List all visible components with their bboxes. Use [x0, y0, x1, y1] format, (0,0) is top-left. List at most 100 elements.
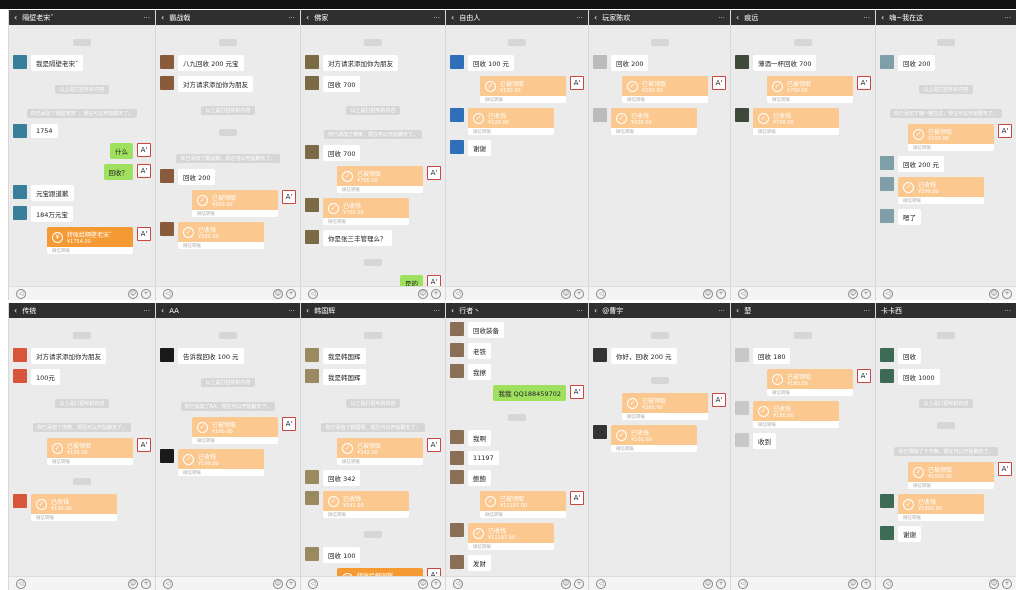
self-avatar[interactable]: A' [857, 76, 871, 90]
message-bubble[interactable]: 回收 100 [323, 547, 361, 563]
contact-avatar[interactable] [880, 209, 894, 223]
contact-avatar[interactable] [593, 55, 607, 69]
voice-icon[interactable]: ◁ [16, 578, 26, 589]
message-bubble[interactable]: 老铁 [468, 343, 491, 359]
contact-avatar[interactable] [160, 76, 174, 90]
message-list[interactable]: 八九回收 200 元宝 对方请求添加你为朋友 以上是打招呼的内容 你已添加了霸战戟，现… [156, 25, 300, 286]
back-icon[interactable]: ‹ [14, 13, 18, 22]
transfer-card[interactable]: ✓ 已被领取 ¥200.00 微信转账 [622, 393, 708, 420]
plus-icon[interactable]: + [286, 578, 296, 589]
transfer-card[interactable]: ✓ 已被领取 ¥200.00 微信转账 [192, 190, 278, 217]
transfer-card[interactable]: ✓ 已收钱 ¥1000.00 微信转账 [898, 494, 984, 521]
message-bubble[interactable]: 你是张三丰管理么？ [323, 230, 392, 246]
emoji-icon[interactable]: ☺ [128, 288, 138, 299]
more-icon[interactable]: ··· [143, 306, 150, 315]
contact-avatar[interactable] [450, 430, 464, 444]
contact-avatar[interactable] [593, 348, 607, 362]
message-bubble[interactable]: 回收 100 元 [468, 55, 515, 71]
more-icon[interactable]: ··· [288, 306, 295, 315]
transfer-card[interactable]: ✓ 已被领取 ¥1000.00 微信转账 [908, 462, 994, 489]
self-avatar[interactable]: A' [570, 76, 584, 90]
plus-icon[interactable]: + [861, 578, 871, 589]
contact-avatar[interactable] [593, 425, 607, 439]
back-icon[interactable]: ‹ [14, 306, 18, 315]
emoji-icon[interactable]: ☺ [989, 578, 999, 589]
voice-icon[interactable]: ◁ [596, 578, 606, 589]
contact-avatar[interactable] [450, 364, 464, 378]
message-bubble[interactable]: 回收 1000 [898, 369, 940, 385]
contact-avatar[interactable] [880, 177, 894, 191]
emoji-icon[interactable]: ☺ [703, 578, 713, 589]
self-avatar[interactable]: A' [137, 438, 151, 452]
contact-avatar[interactable] [13, 494, 27, 508]
contact-avatar[interactable] [305, 547, 319, 561]
voice-icon[interactable]: ◁ [163, 578, 173, 589]
message-bubble[interactable]: 八九回收 200 元宝 [178, 55, 244, 71]
message-bubble[interactable]: 告诉我回收 100 元 [178, 348, 244, 364]
back-icon[interactable]: ‹ [451, 13, 455, 22]
more-icon[interactable]: ··· [718, 306, 725, 315]
transfer-card[interactable]: ✓ 已被领取 ¥200.00 微信转账 [622, 76, 708, 103]
more-icon[interactable]: ··· [576, 13, 583, 22]
back-icon[interactable]: ‹ [881, 13, 885, 22]
emoji-icon[interactable]: ☺ [273, 578, 283, 589]
self-avatar[interactable]: A' [137, 227, 151, 241]
plus-icon[interactable]: + [716, 288, 726, 299]
message-list[interactable]: 回收装备 老铁 我擦 我我 QQ188459702 A' 我啊 11197 鲍鲍 ✓ 已被领取 ¥1… [446, 318, 588, 576]
message-bubble[interactable]: 发财 [468, 555, 491, 571]
self-avatar[interactable]: A' [137, 164, 151, 178]
plus-icon[interactable]: + [1002, 578, 1012, 589]
message-bubble[interactable]: 元宝跟道歉 [31, 185, 74, 201]
voice-icon[interactable]: ◁ [308, 578, 318, 589]
message-bubble[interactable]: 我啊 [468, 430, 491, 446]
message-bubble[interactable]: 回收 200 [898, 55, 936, 71]
voice-icon[interactable]: ◁ [308, 288, 318, 299]
message-bubble[interactable]: 谢谢 [468, 140, 491, 156]
back-icon[interactable]: ‹ [451, 306, 455, 315]
contact-avatar[interactable] [13, 55, 27, 69]
emoji-icon[interactable]: ☺ [273, 288, 283, 299]
message-list[interactable]: 回收 100 元 ✓ 已被领取 ¥100.00 微信转账 A' ✓ 已收钱 ¥100.00 微信转… [446, 25, 588, 286]
transfer-card[interactable]: ✓ 已收钱 ¥342.00 微信转账 [323, 491, 409, 518]
transfer-card[interactable]: ✓ 已被领取 ¥100.00 微信转账 [47, 438, 133, 465]
back-icon[interactable]: ‹ [594, 13, 598, 22]
message-bubble[interactable]: 对方请求添加你为朋友 [31, 348, 106, 364]
plus-icon[interactable]: + [861, 288, 871, 299]
message-bubble[interactable]: 回收 700 [323, 76, 361, 92]
voice-icon[interactable]: ◁ [738, 288, 748, 299]
contact-avatar[interactable] [450, 55, 464, 69]
back-icon[interactable]: ‹ [736, 306, 740, 315]
transfer-card[interactable]: ✓ 已收钱 ¥100.00 微信转账 [468, 108, 554, 135]
contact-avatar[interactable] [160, 169, 174, 183]
self-avatar[interactable]: A' [712, 393, 726, 407]
message-bubble[interactable]: 我是韩国辉 [323, 348, 366, 364]
voice-icon[interactable]: ◁ [163, 288, 173, 299]
self-avatar[interactable]: A' [427, 275, 441, 286]
contact-avatar[interactable] [305, 198, 319, 212]
message-list[interactable]: 我是隔壁老宋ˇ 以上是打招呼的内容 你已添加了隔壁老宋ˇ，现在可以开始聊天了。 175… [9, 25, 155, 286]
voice-icon[interactable]: ◁ [453, 288, 463, 299]
message-bubble[interactable]: 我是韩国辉 [323, 369, 366, 385]
contact-avatar[interactable] [593, 108, 607, 122]
more-icon[interactable]: ··· [1004, 13, 1011, 22]
self-avatar[interactable]: A' [570, 385, 584, 399]
self-avatar[interactable]: A' [427, 568, 441, 576]
back-icon[interactable]: ‹ [306, 13, 310, 22]
contact-avatar[interactable] [735, 108, 749, 122]
message-bubble[interactable]: 回收 200 [611, 55, 649, 71]
message-list[interactable]: 我是韩国辉 我是韩国辉 以上是打招呼的内容 你已添加了韩国辉，现在可以开始聊天了。 ✓ 已… [301, 318, 445, 576]
contact-avatar[interactable] [305, 369, 319, 383]
emoji-icon[interactable]: ☺ [418, 288, 428, 299]
plus-icon[interactable]: + [286, 288, 296, 299]
transfer-card[interactable]: ✓ 已收钱 ¥11197.00 微信转账 [468, 523, 554, 550]
more-icon[interactable]: ··· [863, 306, 870, 315]
message-list[interactable]: 对方请求添加你为朋友 100元 以上是打招呼的内容 你已添加了传统，现在可以开始聊天了… [9, 318, 155, 576]
self-avatar[interactable]: A' [998, 462, 1012, 476]
message-list[interactable]: 告诉我回收 100 元以上是打招呼的内容 你已添加了AA，现在可以开始聊天了。 ✓ 已… [156, 318, 300, 576]
message-bubble[interactable]: 回收 700 [323, 145, 361, 161]
contact-avatar[interactable] [13, 348, 27, 362]
emoji-icon[interactable]: ☺ [703, 288, 713, 299]
contact-avatar[interactable] [160, 55, 174, 69]
message-bubble[interactable]: 谢谢 [898, 526, 921, 542]
message-bubble[interactable]: 收到 [753, 433, 776, 449]
